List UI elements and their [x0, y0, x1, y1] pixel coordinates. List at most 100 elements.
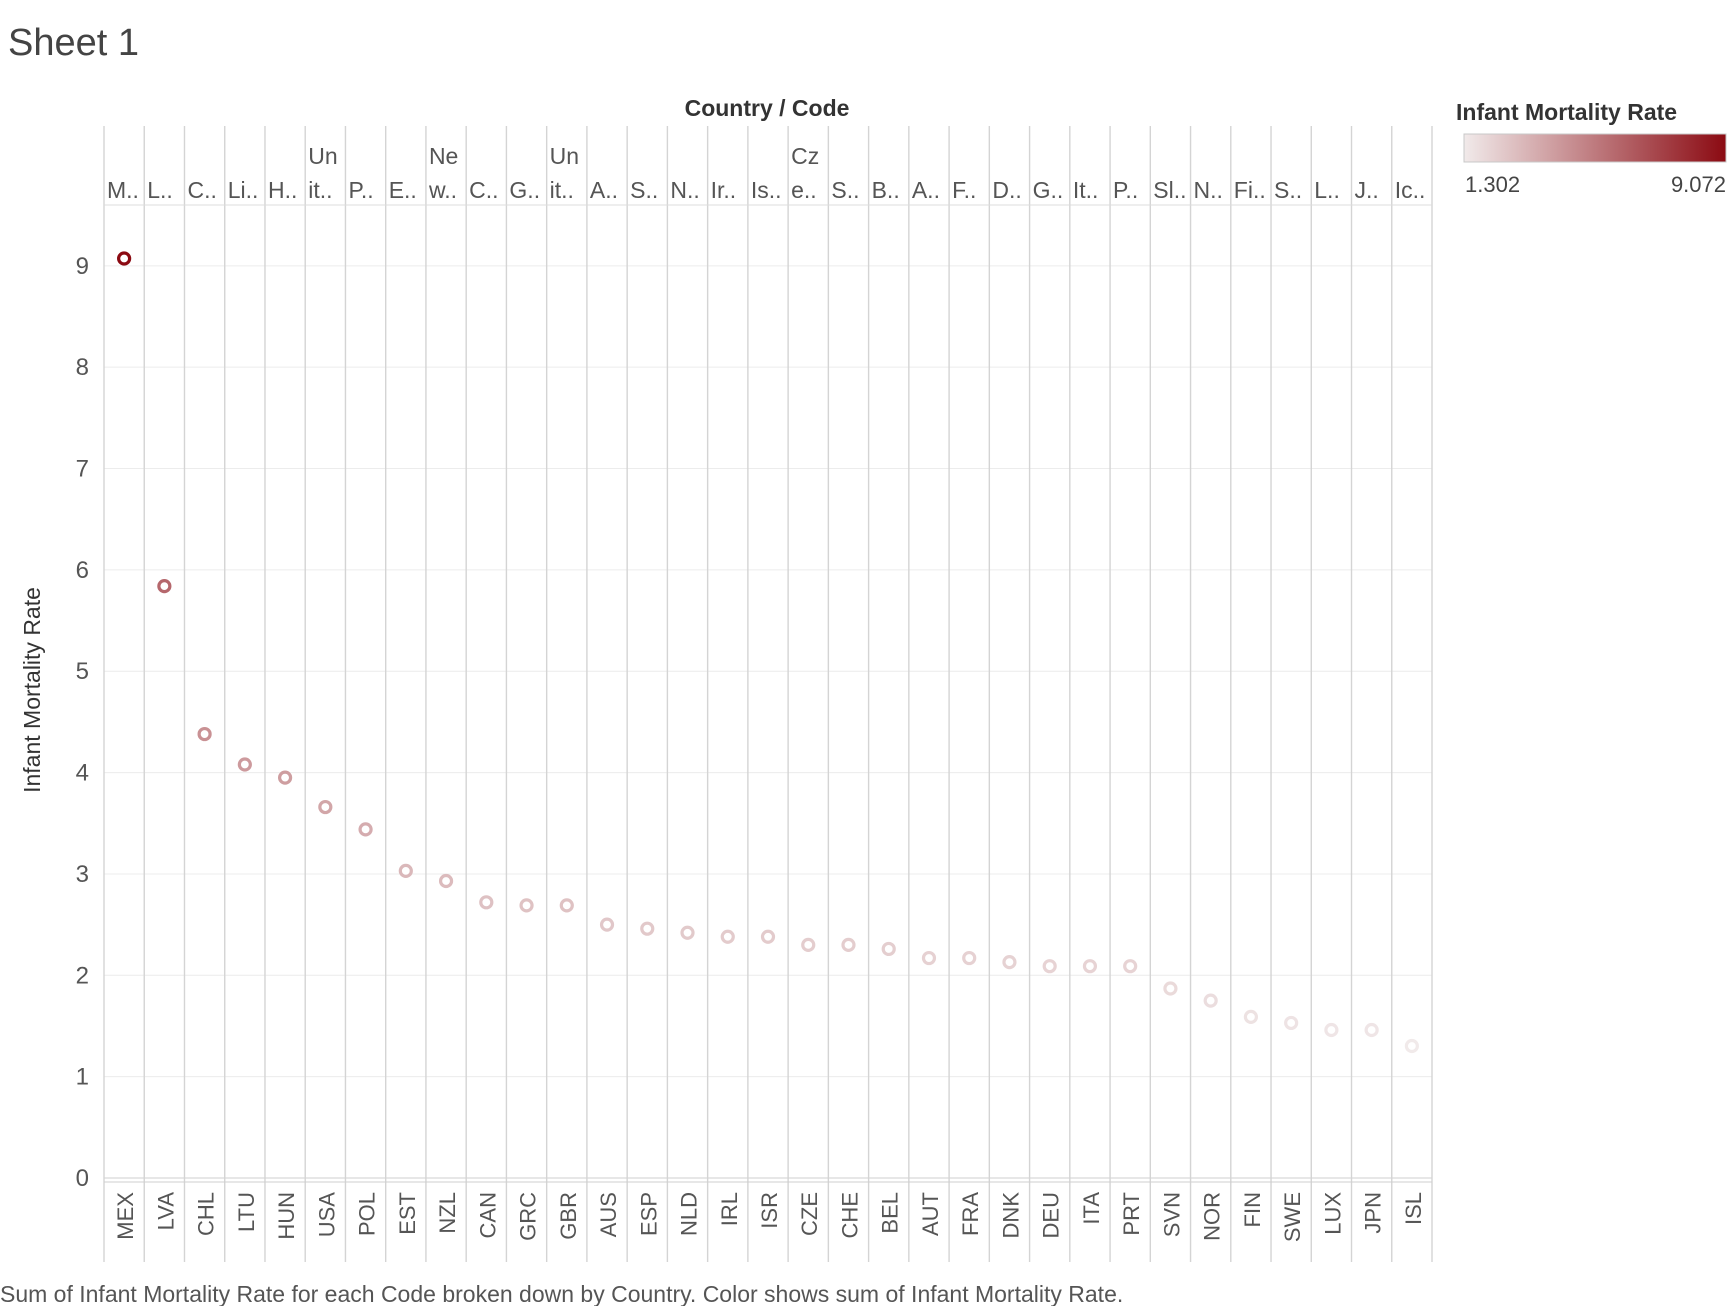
country-header-label: B..: [872, 177, 900, 203]
code-label: CZE: [797, 1192, 822, 1236]
code-label: LVA: [153, 1192, 178, 1231]
country-header-label: Un: [550, 143, 579, 169]
code-label: NOR: [1200, 1192, 1225, 1241]
column-dividers: [103, 126, 1433, 1262]
code-label: JPN: [1361, 1192, 1386, 1234]
country-header-label: D..: [992, 177, 1021, 203]
data-point[interactable]: [801, 937, 816, 952]
code-label: FIN: [1240, 1192, 1265, 1227]
data-point[interactable]: [1324, 1022, 1339, 1038]
code-label: IRL: [717, 1192, 742, 1226]
country-header-label: Un: [308, 143, 337, 169]
data-point[interactable]: [358, 822, 373, 837]
code-label: AUT: [918, 1192, 943, 1236]
country-header-label: L..: [147, 177, 173, 203]
country-header-label: M..: [107, 177, 139, 203]
data-point[interactable]: [157, 578, 172, 594]
y-axis: 0 1 2 3 4 5 6 7 8 9: [76, 253, 89, 1192]
country-header-label: e..: [791, 177, 817, 203]
code-axis-labels: MEX LVA CHL LTU HUN USA POL EST NZL CAN GRC GBR AUS E…: [113, 1192, 1426, 1242]
code-label: MEX: [113, 1192, 138, 1240]
data-points[interactable]: [117, 251, 1419, 1054]
country-header-label: N..: [670, 177, 699, 203]
country-header-label: Li..: [228, 177, 259, 203]
data-point[interactable]: [680, 925, 695, 940]
data-point[interactable]: [1123, 959, 1138, 974]
data-point[interactable]: [398, 863, 413, 878]
y-tick-label: 2: [76, 962, 89, 989]
gridlines: [104, 265, 1432, 1179]
country-header-label: Fi..: [1234, 177, 1266, 203]
code-label: LUX: [1320, 1192, 1345, 1235]
country-header-label: C..: [187, 177, 216, 203]
data-point[interactable]: [117, 251, 132, 266]
data-point[interactable]: [1163, 981, 1178, 996]
data-point[interactable]: [1002, 955, 1017, 970]
code-label: EST: [395, 1192, 420, 1235]
code-label: PRT: [1119, 1192, 1144, 1236]
legend-min-label: 1.302: [1465, 172, 1520, 197]
data-point[interactable]: [479, 895, 494, 910]
country-header-label: Sl..: [1153, 177, 1186, 203]
country-header-label: F..: [952, 177, 976, 203]
data-point[interactable]: [640, 921, 655, 936]
country-header-label: S..: [630, 177, 658, 203]
data-point[interactable]: [318, 799, 333, 815]
country-header-label: It..: [1073, 177, 1099, 203]
data-point[interactable]: [720, 929, 735, 944]
y-tick-label: 5: [76, 658, 89, 685]
data-point[interactable]: [1284, 1015, 1299, 1031]
data-point[interactable]: [881, 941, 896, 957]
country-header-label: S..: [1274, 177, 1302, 203]
code-label: FRA: [958, 1192, 983, 1236]
country-header-label: G..: [1033, 177, 1064, 203]
column-header-title: Country / Code: [685, 95, 850, 121]
data-point[interactable]: [1042, 959, 1057, 974]
data-point[interactable]: [277, 770, 293, 785]
color-legend[interactable]: Infant Mortality Rate 1.302 9.072: [1456, 99, 1727, 197]
data-point[interactable]: [438, 873, 454, 889]
data-point[interactable]: [559, 898, 574, 913]
data-point[interactable]: [237, 757, 252, 772]
data-point[interactable]: [841, 937, 856, 952]
y-tick-label: 6: [76, 557, 89, 584]
code-label: BEL: [878, 1192, 903, 1234]
country-header-label: E..: [389, 177, 417, 203]
code-label: ITA: [1079, 1192, 1104, 1225]
y-tick-label: 3: [76, 861, 89, 888]
data-point[interactable]: [1082, 959, 1098, 974]
country-header-label: G..: [509, 177, 540, 203]
data-point[interactable]: [760, 929, 776, 944]
y-axis-title: Infant Mortality Rate: [19, 587, 45, 793]
country-header-label: Ne: [429, 143, 458, 169]
code-label: ISL: [1401, 1192, 1426, 1225]
data-point[interactable]: [1203, 993, 1218, 1008]
data-point[interactable]: [962, 950, 977, 966]
code-label: ESP: [636, 1192, 661, 1236]
y-tick-label: 7: [76, 456, 89, 483]
country-header-labels: M.. L.. C.. Li.. H.. Un it.. P.. E.. Ne w.. C.. G.. U…: [107, 143, 1425, 203]
data-point[interactable]: [921, 950, 937, 966]
data-point[interactable]: [599, 917, 615, 932]
y-tick-label: 8: [76, 354, 89, 381]
code-label: CHE: [837, 1192, 862, 1238]
data-point[interactable]: [1243, 1009, 1259, 1024]
y-tick-label: 0: [76, 1165, 89, 1192]
data-point[interactable]: [1404, 1038, 1419, 1054]
code-label: CHL: [194, 1192, 219, 1236]
legend-max-label: 9.072: [1671, 172, 1726, 197]
code-label: LTU: [234, 1192, 259, 1232]
chart-caption: Sum of Infant Mortality Rate for each Co…: [0, 1281, 1123, 1306]
country-header-label: P..: [348, 177, 373, 203]
data-point[interactable]: [519, 898, 534, 913]
country-header-label: A..: [590, 177, 618, 203]
code-label: HUN: [274, 1192, 299, 1240]
code-label: NLD: [677, 1192, 702, 1236]
country-header-label: w..: [428, 177, 457, 203]
code-label: DEU: [1039, 1192, 1064, 1238]
data-point[interactable]: [197, 726, 212, 742]
country-header-label: it..: [550, 177, 574, 203]
data-point[interactable]: [1364, 1022, 1379, 1038]
code-label: GBR: [556, 1192, 581, 1240]
